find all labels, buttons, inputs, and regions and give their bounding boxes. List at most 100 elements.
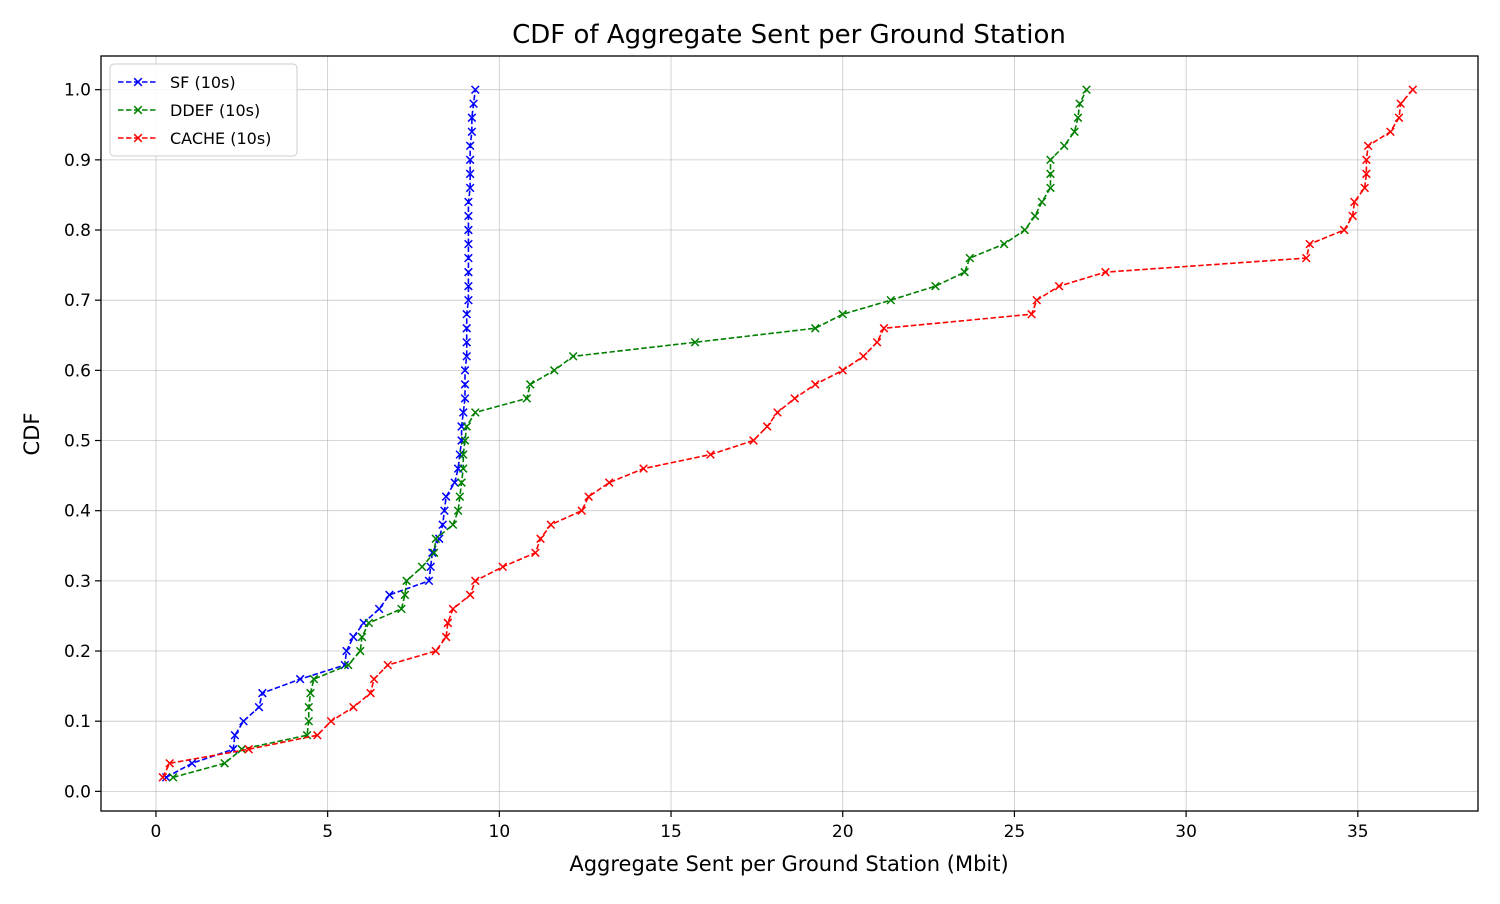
data-point-marker xyxy=(464,295,473,305)
data-point-marker xyxy=(1075,99,1085,109)
data-point-marker xyxy=(1386,127,1395,137)
data-point-marker xyxy=(577,506,587,516)
x-tick-label: 10 xyxy=(489,822,511,842)
data-point-marker xyxy=(999,239,1009,249)
data-point-marker xyxy=(1408,85,1418,95)
data-point-marker xyxy=(309,674,319,684)
y-tick-label: 0.6 xyxy=(64,361,91,381)
data-point-marker xyxy=(453,506,463,516)
data-point-marker xyxy=(464,281,473,291)
data-point-marker xyxy=(448,520,458,530)
data-point-marker xyxy=(304,702,314,712)
plot-area-frame xyxy=(100,55,1479,812)
data-point-marker xyxy=(465,155,475,165)
data-point-marker xyxy=(343,660,353,670)
data-point-marker xyxy=(1030,211,1040,221)
data-point-marker xyxy=(467,127,477,137)
data-point-marker xyxy=(460,366,470,375)
data-point-marker xyxy=(441,632,451,642)
data-point-marker xyxy=(1059,141,1069,151)
legend-marker xyxy=(133,77,143,87)
y-tick-label: 0.1 xyxy=(64,712,91,732)
data-point-marker xyxy=(306,688,315,698)
y-axis-ticks: 0.0 0.1 0.2 0.3 0.4 0.5 0.6 0.7 0.8 0.9 1.0 xyxy=(64,81,101,802)
data-point-marker xyxy=(465,169,475,179)
legend-label: CACHE (10s) xyxy=(170,129,271,148)
data-point-marker xyxy=(465,141,475,151)
data-point-marker xyxy=(165,758,175,768)
data-point-marker xyxy=(462,351,472,361)
data-point-marker xyxy=(1073,113,1083,123)
data-point-marker xyxy=(604,478,614,487)
data-point-marker xyxy=(965,253,975,263)
data-point-marker xyxy=(749,436,758,445)
data-point-marker xyxy=(460,380,470,389)
data-point-marker xyxy=(1054,281,1064,291)
data-point-marker xyxy=(295,674,305,684)
series-line xyxy=(172,89,1088,779)
data-point-marker xyxy=(1046,183,1055,193)
data-point-marker xyxy=(357,632,367,642)
data-point-marker xyxy=(397,604,406,614)
legend-entry: SF (10s) xyxy=(118,73,236,92)
data-point-marker xyxy=(522,394,532,403)
data-point-marker xyxy=(810,380,820,389)
data-point-marker xyxy=(417,562,427,572)
y-tick-label: 0.7 xyxy=(64,291,91,311)
data-point-marker xyxy=(858,351,868,361)
y-tick-label: 0.8 xyxy=(64,221,91,241)
data-point-marker xyxy=(440,506,449,516)
data-point-marker xyxy=(470,576,480,586)
data-point-marker xyxy=(244,744,253,754)
data-point-marker xyxy=(431,646,441,656)
data-point-marker xyxy=(470,408,480,417)
data-point-marker xyxy=(1350,197,1359,207)
data-point-marker xyxy=(462,309,472,319)
data-point-marker xyxy=(531,548,540,558)
legend-box xyxy=(109,63,298,157)
data-point-marker xyxy=(1363,141,1373,151)
legend-marker xyxy=(133,133,143,143)
y-tick-label: 0.2 xyxy=(64,642,91,662)
data-point-marker xyxy=(458,450,468,459)
data-point-marker xyxy=(1339,225,1349,235)
data-point-marker xyxy=(326,716,336,726)
data-point-marker xyxy=(462,422,472,431)
data-point-marker xyxy=(187,758,197,768)
series-layer xyxy=(158,85,1418,782)
y-tick-label: 0.5 xyxy=(64,432,91,452)
data-point-marker xyxy=(1046,155,1055,165)
data-point-marker xyxy=(429,548,439,558)
data-point-marker xyxy=(1032,295,1042,305)
data-point-marker xyxy=(467,113,477,123)
data-point-marker xyxy=(464,211,473,221)
data-point-marker xyxy=(313,730,322,740)
data-point-marker xyxy=(1070,127,1079,137)
data-point-marker xyxy=(364,618,374,628)
data-point-marker xyxy=(838,366,848,375)
data-point-marker xyxy=(1101,267,1110,277)
legend-label: SF (10s) xyxy=(170,73,236,92)
x-tick-label: 15 xyxy=(660,822,682,842)
data-point-marker xyxy=(690,337,700,347)
y-tick-label: 0.0 xyxy=(64,782,91,802)
data-point-marker xyxy=(458,464,468,473)
data-point-marker xyxy=(441,492,451,501)
data-point-marker xyxy=(424,576,434,586)
x-tick-label: 35 xyxy=(1347,822,1369,842)
data-point-marker xyxy=(1020,225,1030,235)
data-point-marker xyxy=(960,267,969,277)
data-point-marker xyxy=(790,394,799,403)
x-tick-label: 5 xyxy=(322,822,333,842)
data-point-marker xyxy=(455,450,465,459)
data-point-marker xyxy=(470,85,480,95)
x-tick-label: 20 xyxy=(832,822,854,842)
data-point-marker xyxy=(1348,211,1357,221)
data-point-marker xyxy=(237,744,247,754)
data-point-marker xyxy=(762,422,772,431)
data-point-marker xyxy=(879,323,889,333)
data-point-marker xyxy=(465,183,475,193)
data-point-marker xyxy=(462,323,472,333)
data-point-marker xyxy=(366,688,375,698)
data-point-marker xyxy=(220,758,229,768)
